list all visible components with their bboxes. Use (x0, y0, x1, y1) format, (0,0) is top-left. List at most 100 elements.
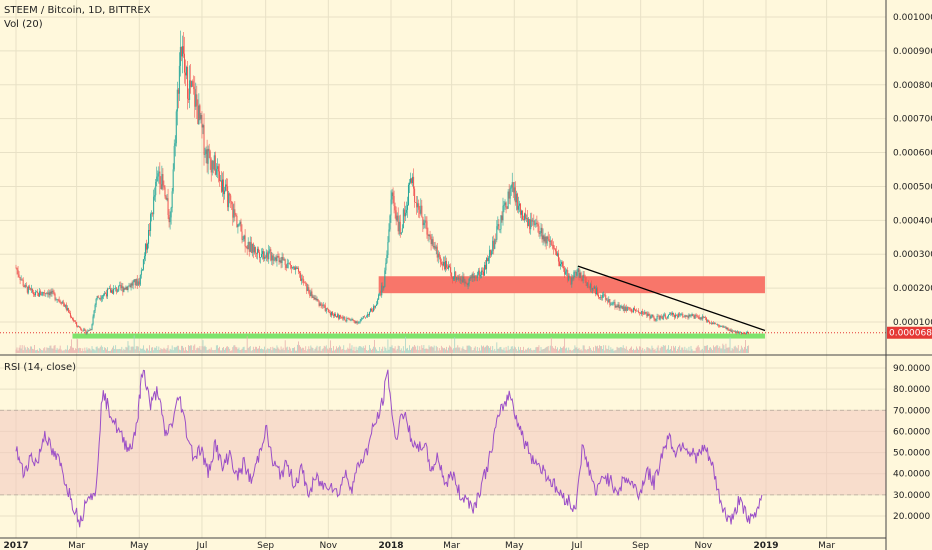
price-axis[interactable]: 0.00010000 0.00020000 0.00030000 0.00040000… (893, 13, 932, 328)
volume-bar (208, 348, 210, 353)
volume-bar (126, 347, 128, 353)
candle-body (129, 285, 131, 288)
volume-indicator-label[interactable]: Vol (20) (4, 19, 43, 30)
volume-bar (81, 350, 83, 353)
volume-bar (65, 349, 67, 353)
candle-body (282, 257, 284, 260)
volume-bar (704, 345, 706, 353)
candle-body (369, 308, 371, 312)
volume-bar (549, 345, 551, 353)
volume-bar (741, 347, 743, 353)
candle-body (374, 306, 376, 308)
candle-body (113, 288, 115, 294)
volume-bar (662, 345, 664, 353)
volume-bar (313, 350, 315, 353)
volume-bar (426, 348, 428, 353)
volume-bar (403, 350, 405, 353)
volume-bar (740, 345, 742, 353)
volume-bar (278, 348, 280, 353)
candle-body (272, 255, 274, 261)
candle-body (726, 327, 728, 329)
candle-body (90, 329, 92, 330)
candle-body (257, 248, 259, 253)
candle-body (645, 311, 647, 314)
candle-body (594, 286, 596, 294)
candle-body (277, 256, 279, 257)
volume-bar (144, 349, 145, 353)
candle-body (63, 303, 65, 307)
volume-bar (304, 350, 306, 353)
volume-bar (440, 345, 442, 353)
volume-bar (210, 347, 212, 353)
volume-bar (466, 345, 468, 353)
candle-body (51, 290, 53, 294)
volume-bar (265, 350, 267, 353)
volume-bar (532, 350, 534, 353)
candle-body (140, 270, 142, 275)
candle-body (721, 325, 723, 327)
candle-body (168, 215, 170, 223)
volume-bar (272, 346, 274, 353)
volume-bar (702, 350, 704, 353)
candle-body (604, 294, 606, 296)
candle-body (213, 155, 215, 170)
candle-body (693, 315, 695, 319)
volume-bar (200, 349, 202, 353)
volume-bar (718, 347, 720, 353)
volume-bar (484, 347, 485, 353)
volume-bar (487, 345, 488, 353)
candle-body (241, 231, 243, 240)
candle-body (61, 301, 63, 304)
candle-body (284, 259, 286, 265)
candle-body (406, 204, 408, 210)
candle-body (351, 319, 353, 321)
candle-body (439, 257, 441, 263)
candle-body (256, 248, 258, 254)
volume-bar (732, 349, 734, 353)
candle-body (428, 234, 430, 236)
candle-body (410, 178, 412, 183)
candle-body (233, 209, 235, 218)
candle-body (45, 293, 47, 294)
volume-bar (438, 348, 440, 353)
volume-bar (626, 349, 628, 353)
volume-bar (122, 350, 124, 353)
volume-bar (733, 346, 735, 353)
candle-body (125, 286, 127, 290)
candle-body (243, 235, 245, 240)
volume-bar (650, 349, 652, 353)
volume-bar (551, 346, 553, 353)
volume-bar (423, 345, 425, 353)
candle-body (263, 251, 265, 259)
volume-bar (628, 348, 630, 353)
candle-body (619, 306, 621, 309)
candle-body (714, 323, 716, 325)
rsi-indicator-label[interactable]: RSI (14, close) (4, 362, 76, 373)
volume-bar (544, 348, 546, 353)
candle-body (623, 306, 625, 311)
volume-bar (227, 346, 229, 353)
volume-bar (243, 346, 245, 353)
rsi-axis[interactable]: 20.0000 30.0000 40.0000 50.0000 60.0000 70.00… (893, 364, 930, 522)
volume-bar (153, 350, 155, 353)
volume-bar (212, 350, 214, 353)
candle-body (302, 278, 304, 280)
candle-body (426, 221, 428, 235)
symbol-title[interactable]: STEEM / Bitcoin, 1D, BITTREX (4, 5, 151, 16)
time-axis[interactable]: 2017 Mar May Jul Sep Nov 2018 Mar May Jul Sep Nov 20… (3, 541, 835, 550)
volume-bar (57, 349, 59, 353)
candle-body (728, 330, 730, 331)
candle-body (39, 291, 41, 297)
candle-body (574, 271, 576, 273)
volume-bar (446, 346, 447, 353)
volume-bar (516, 350, 518, 353)
candle-body (105, 293, 107, 297)
volume-bar (579, 350, 581, 353)
volume-bar (224, 349, 225, 353)
candle-body (191, 81, 193, 87)
candle-body (670, 313, 672, 315)
volume-bar (271, 350, 273, 353)
candle-body (128, 285, 130, 287)
volume-bar (536, 346, 538, 353)
